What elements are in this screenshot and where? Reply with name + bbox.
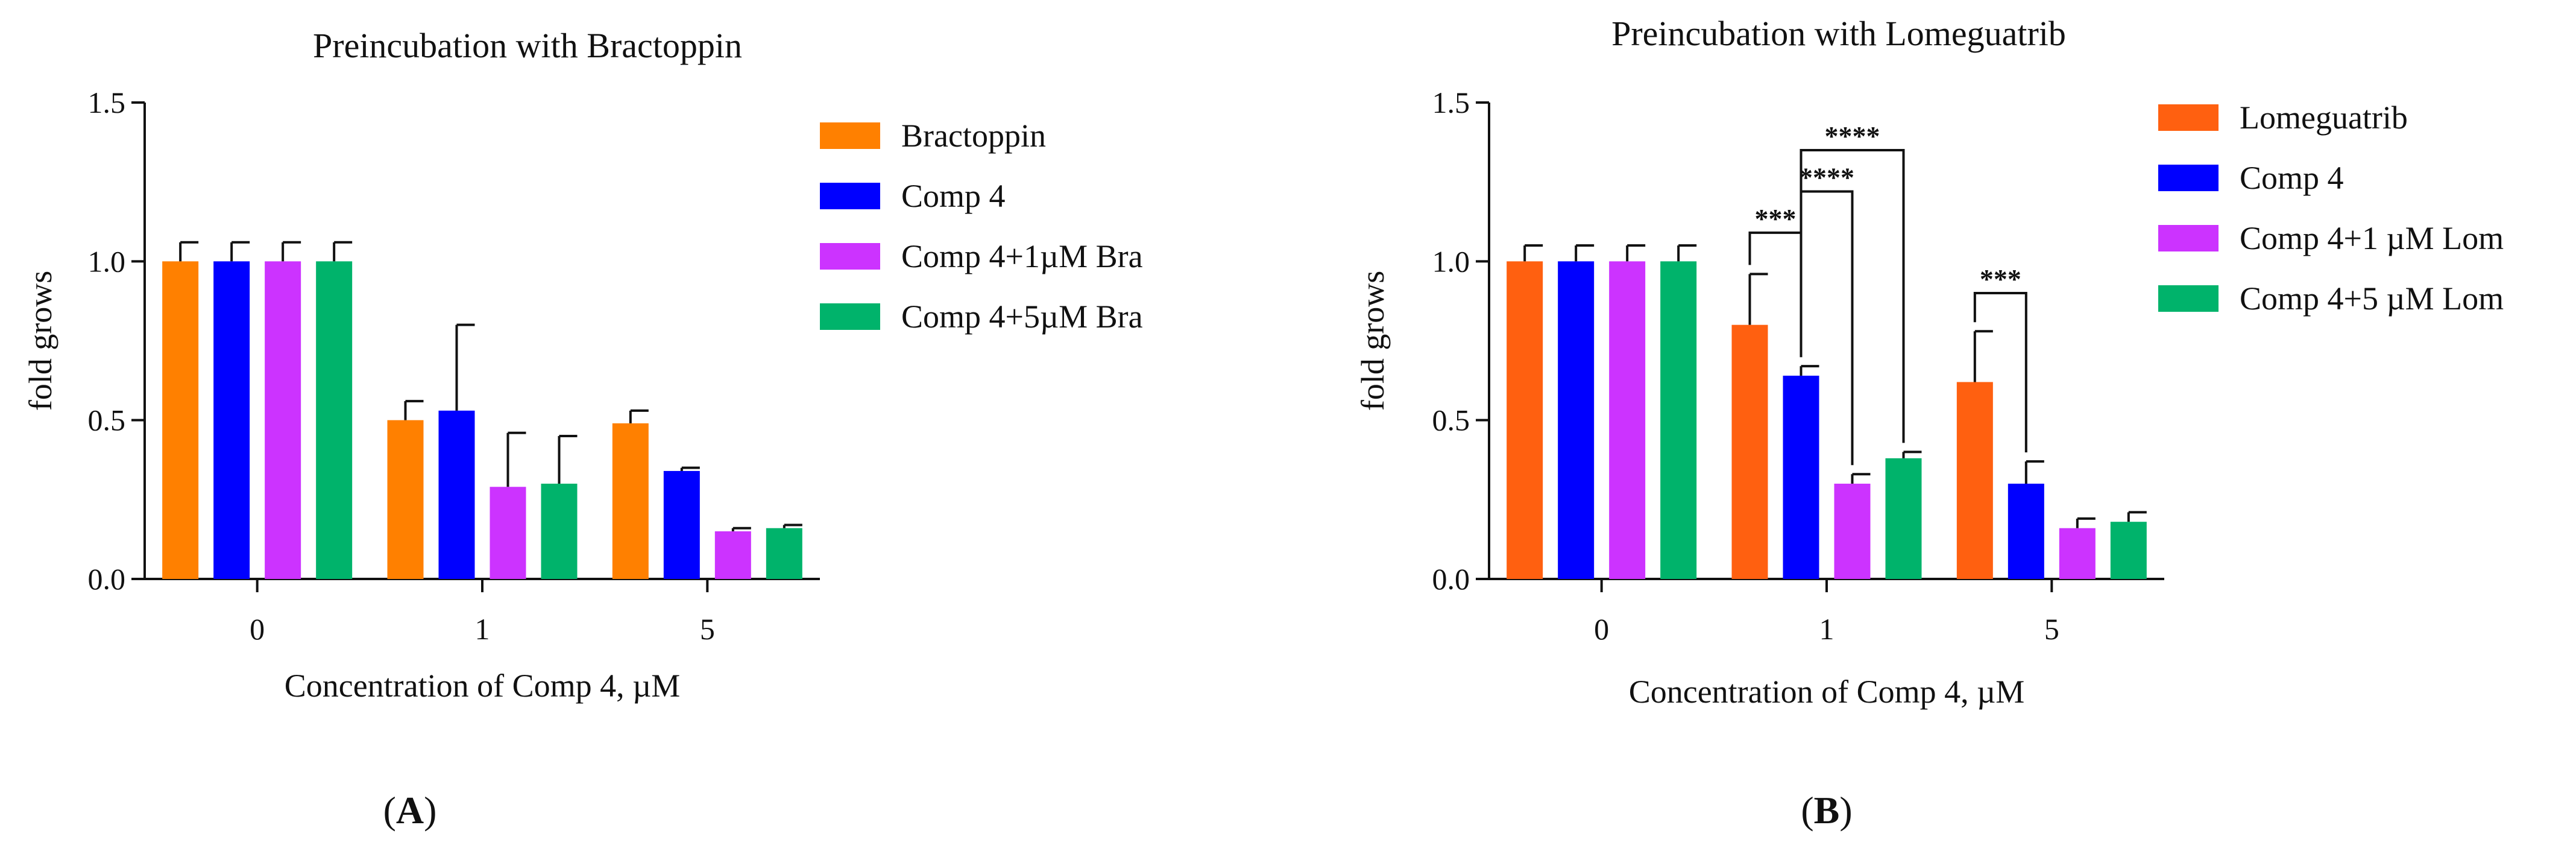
bar — [213, 261, 250, 579]
panel-label: (B) — [1801, 789, 1852, 832]
bar — [387, 420, 424, 579]
x-tick-label: 1 — [475, 612, 490, 646]
bar — [714, 531, 751, 579]
x-axis-label: Concentration of Comp 4, µM — [285, 668, 681, 704]
x-tick-label: 1 — [1819, 612, 1834, 646]
bar — [1885, 458, 1922, 579]
legend-swatch — [820, 303, 880, 330]
x-tick-label: 5 — [2044, 612, 2059, 646]
significance-label: **** — [1825, 121, 1880, 151]
y-tick-label: 1.5 — [88, 86, 126, 119]
legend-swatch — [2158, 285, 2219, 312]
legend-label: Lomeguatrib — [2240, 100, 2408, 136]
x-tick-label: 0 — [250, 612, 265, 646]
y-axis-label: fold grows — [1355, 271, 1391, 411]
legend-label: Comp 4+5µM Bra — [901, 299, 1143, 335]
bar — [612, 423, 649, 579]
bar — [541, 484, 578, 579]
significance-label: *** — [1980, 264, 2021, 294]
legend-label: Comp 4+1 µM Lom — [2240, 220, 2504, 256]
y-tick-label: 0.5 — [88, 403, 126, 437]
significance-bracket — [1800, 149, 1905, 443]
bar — [1558, 261, 1595, 579]
chart-panel-b: Preincubation with Lomeguatrib 0.0 0.5 1.0 1… — [1355, 14, 2504, 832]
panel-letter: B — [1814, 789, 1840, 832]
bar — [438, 410, 475, 579]
significance-label: *** — [1755, 203, 1797, 234]
y-tick-label: 0.0 — [88, 562, 126, 596]
y-tick-label: 1.5 — [1432, 86, 1470, 119]
legend-swatch — [820, 122, 880, 149]
legend-label: Comp 4 — [901, 178, 1006, 214]
bar — [1731, 324, 1768, 579]
chart-title: Preincubation with Bractoppin — [313, 26, 742, 65]
x-tick-label: 0 — [1594, 612, 1609, 646]
legend-swatch — [820, 183, 880, 209]
y-tick-label: 0.5 — [1432, 403, 1470, 437]
bar — [2059, 528, 2096, 579]
bar — [265, 261, 301, 579]
bar — [1783, 375, 1819, 579]
bar — [2008, 484, 2044, 579]
bar — [663, 470, 700, 579]
bar — [1609, 261, 1646, 579]
chart-title: Preincubation with Lomeguatrib — [1611, 14, 2066, 53]
bar — [162, 261, 199, 579]
legend-swatch — [2158, 165, 2219, 191]
legend-swatch — [2158, 104, 2219, 131]
y-axis-label: fold grows — [22, 271, 58, 411]
x-axis-label: Concentration of Comp 4, µM — [1629, 674, 2025, 710]
x-tick-label: 5 — [700, 612, 715, 646]
legend-label: Comp 4+5 µM Lom — [2240, 280, 2504, 317]
y-tick-label: 1.0 — [88, 244, 126, 278]
panel-label: (A) — [383, 789, 437, 832]
bar — [1660, 261, 1697, 579]
y-tick-label: 1.0 — [1432, 244, 1470, 278]
significance-bracket — [1973, 292, 2027, 453]
legend-label: Comp 4+1µM Bra — [901, 238, 1143, 274]
bar — [1507, 261, 1543, 579]
legend-swatch — [820, 243, 880, 270]
bar — [2110, 522, 2147, 579]
bar — [316, 261, 353, 579]
chart-panel-a: Preincubation with Bractoppin 0.0 0.5 1.0 1.… — [22, 26, 1143, 832]
legend-swatch — [2158, 225, 2219, 251]
y-tick-label: 0.0 — [1432, 562, 1470, 596]
legend-label: Comp 4 — [2240, 160, 2344, 196]
bar — [1834, 484, 1871, 579]
panel-letter: A — [396, 789, 424, 832]
bar — [766, 528, 802, 579]
significance-label: **** — [1799, 162, 1854, 192]
bar — [490, 487, 526, 579]
legend-label: Bractoppin — [901, 118, 1046, 154]
bar — [1956, 382, 1993, 579]
